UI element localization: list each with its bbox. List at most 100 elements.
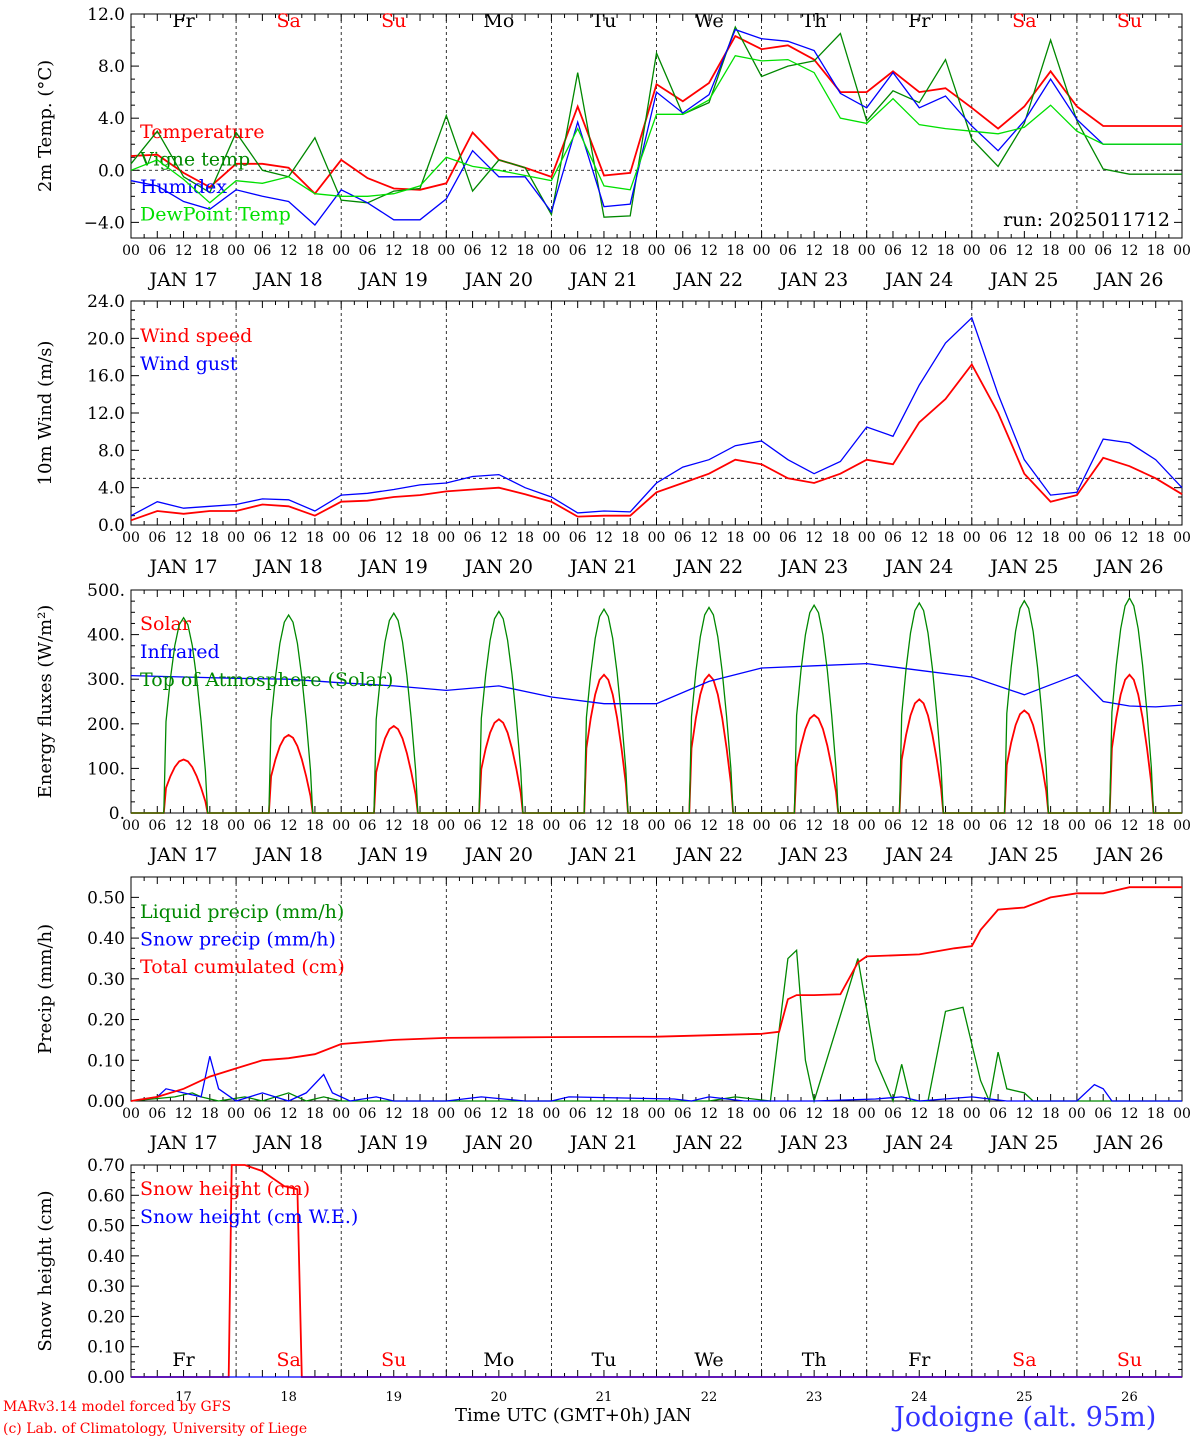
x-hour-label: 12 [175, 530, 193, 546]
x-date-label: JAN 18 [253, 556, 323, 578]
x-hour-label: 18 [937, 243, 955, 259]
x-hour-label: 18 [201, 818, 219, 834]
x-hour-label: 18 [621, 1106, 639, 1122]
x-hour-label: 06 [674, 1106, 692, 1122]
y-tick-label: 0.00 [87, 1092, 125, 1112]
weekday-label: Fr [908, 10, 931, 32]
x-hour-label: 18 [832, 530, 850, 546]
x-date-label: JAN 19 [358, 556, 428, 578]
x-hour-label: 12 [490, 530, 508, 546]
x-hour-label: 06 [884, 818, 902, 834]
wind-panel: 0.0 4.0 8.0 12.0 16.0 20.0 24.0 10m Wind (m/s) 0… [35, 292, 1191, 578]
x-hour-label: 06 [989, 530, 1007, 546]
weekday-label: Tu [591, 1349, 616, 1371]
x-date-label: JAN 18 [253, 844, 323, 866]
x-date-label: JAN 21 [568, 556, 638, 578]
x-hour-label: 06 [884, 243, 902, 259]
x-hour-label: 00 [227, 818, 245, 834]
x-hour-label: 00 [753, 1106, 771, 1122]
x-hour-label: 18 [726, 530, 744, 546]
series-line-humidex [130, 28, 1182, 226]
y-tick-label: 0.0 [98, 161, 125, 181]
x-hour-label: 06 [569, 243, 587, 259]
x-hour-label: 00 [122, 818, 140, 834]
x-hour-label: 00 [227, 1106, 245, 1122]
x-hour-label: 00 [122, 243, 140, 259]
run-annotation: run: 2025011712 [1003, 209, 1170, 231]
x-hour-label: 18 [516, 243, 534, 259]
x-hour-label: 06 [989, 818, 1007, 834]
time-axis-title: Time UTC (GMT+0h) JAN [455, 1405, 692, 1426]
x-hour-label: 18 [937, 818, 955, 834]
x-hour-label: 18 [411, 243, 429, 259]
weekday-label: Mo [483, 1349, 514, 1371]
y-tick-label: 0.70 [87, 1156, 125, 1176]
x-hour-label: 00 [648, 818, 666, 834]
x-date-label: JAN 24 [883, 269, 953, 291]
x-hour-label: 18 [1042, 530, 1060, 546]
x-hour-label: 00 [1068, 243, 1086, 259]
x-date-label: JAN 23 [778, 269, 848, 291]
legend-label: Wind gust [140, 353, 238, 375]
x-hour-label: 12 [385, 818, 403, 834]
weekday-label: Fr [172, 10, 195, 32]
x-hour-label: 00 [648, 530, 666, 546]
x-hour-label: 00 [1068, 818, 1086, 834]
y-axis-label: Energy fluxes (W/m²) [35, 605, 56, 799]
x-date-label: JAN 22 [673, 844, 743, 866]
x-day-number: 20 [491, 1390, 508, 1405]
x-hour-label: 00 [122, 530, 140, 546]
lab-credit: (c) Lab. of Climatology, University of L… [3, 1421, 308, 1437]
x-hour-label: 12 [1015, 818, 1033, 834]
series-line-infrared [130, 662, 1183, 708]
x-hour-label: 18 [1042, 1106, 1060, 1122]
station-label: Jodoigne (alt. 95m) [894, 1402, 1157, 1433]
x-hour-label: 00 [542, 530, 560, 546]
series-line-vigne-temp [130, 25, 1182, 218]
y-axis-label: Precip (mm/h) [35, 924, 56, 1054]
weekday-label: Sa [276, 10, 300, 32]
x-hour-label: 12 [1015, 243, 1033, 259]
y-tick-label: 0.10 [87, 1051, 125, 1071]
x-date-label: JAN 20 [463, 844, 533, 866]
y-tick-label: 500. [87, 581, 125, 601]
x-date-label: JAN 19 [358, 269, 428, 291]
x-hour-label: 00 [437, 1106, 455, 1122]
y-tick-label: 0.00 [87, 1368, 125, 1388]
x-hour-label: 12 [1121, 243, 1139, 259]
x-hour-label: 06 [989, 1106, 1007, 1122]
x-date-label: JAN 17 [147, 844, 217, 866]
legend-label: Infrared [140, 641, 220, 663]
model-credit: MARv3.14 model forced by GFS [3, 1399, 232, 1415]
y-tick-label: 0.60 [87, 1186, 125, 1206]
x-date-label: JAN 26 [1093, 269, 1163, 291]
legend-label: Temperature [140, 121, 264, 143]
x-hour-label: 12 [700, 1106, 718, 1122]
x-hour-label: 06 [674, 530, 692, 546]
x-hour-label: 12 [280, 1106, 298, 1122]
y-tick-label: 0.0 [98, 516, 125, 536]
y-tick-label: 0.50 [87, 888, 125, 908]
x-hour-label: 12 [595, 243, 613, 259]
x-date-label: JAN 18 [253, 1132, 323, 1154]
x-hour-label: 18 [726, 1106, 744, 1122]
x-hour-label: 12 [910, 818, 928, 834]
y-tick-label: 400. [87, 626, 125, 646]
x-date-label: JAN 25 [988, 1132, 1058, 1154]
x-hour-label: 12 [1015, 1106, 1033, 1122]
series-line-snow-precip-mm-h- [130, 1056, 1182, 1102]
x-hour-label: 18 [621, 818, 639, 834]
x-hour-label: 18 [1042, 818, 1060, 834]
weekday-label: Fr [908, 1349, 931, 1371]
y-tick-label: 0.20 [87, 1307, 125, 1327]
series-line-wind-gust [130, 316, 1183, 517]
x-hour-label: 06 [884, 530, 902, 546]
y-tick-label: 0.30 [87, 970, 125, 990]
x-hour-label: 06 [148, 818, 166, 834]
precip-panel: 0.00 0.10 0.20 0.30 0.40 0.50 Precip (mm/h) 00 0… [35, 876, 1191, 1154]
x-hour-label: 12 [385, 243, 403, 259]
x-day-number: 25 [1016, 1390, 1033, 1405]
x-hour-label: 00 [753, 243, 771, 259]
legend-label: Snow precip (mm/h) [140, 929, 336, 951]
